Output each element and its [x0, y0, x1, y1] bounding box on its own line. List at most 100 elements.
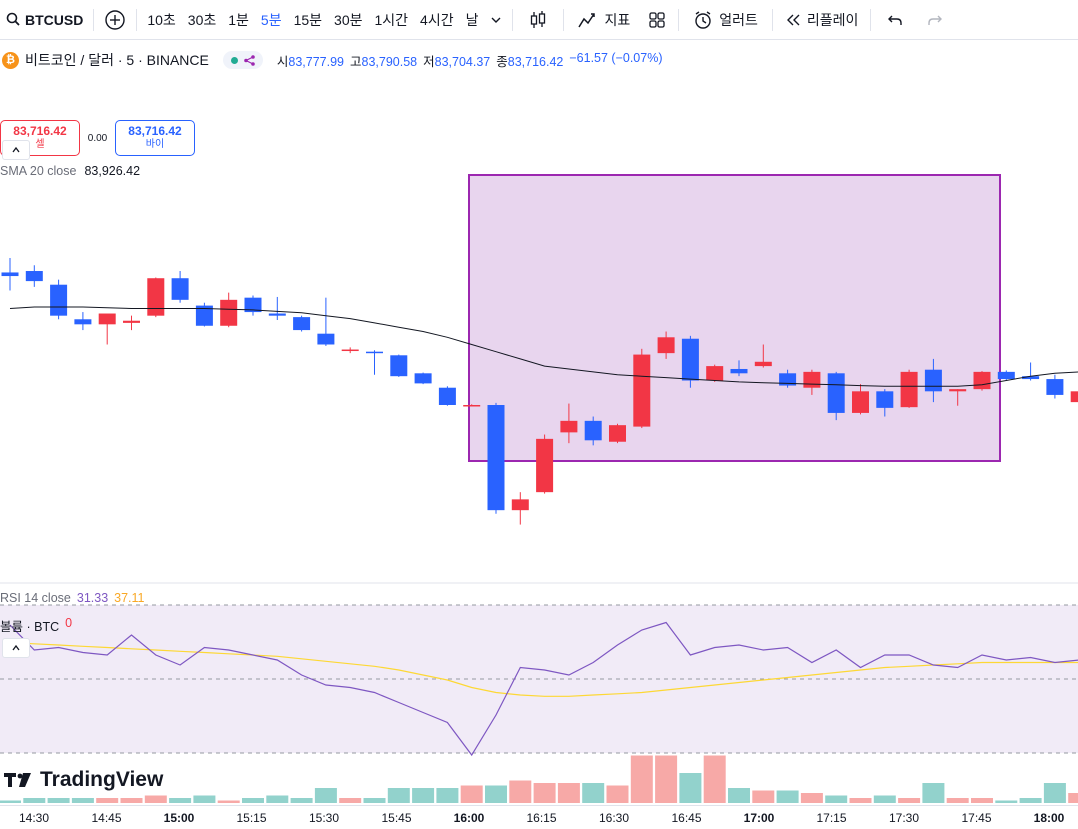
- rsi-line: [9, 621, 1078, 757]
- replay-button[interactable]: 리플레이: [777, 0, 867, 40]
- chevron-down-icon: [491, 17, 501, 23]
- redo-button[interactable]: [915, 0, 955, 40]
- interval-button[interactable]: 1시간: [374, 11, 409, 28]
- volume-bar: [96, 798, 119, 803]
- candle-body: [536, 438, 554, 493]
- volume-bar: [339, 798, 362, 803]
- volume-label: 볼륨 · BTC: [0, 620, 60, 634]
- collapse-indicators-button[interactable]: [2, 638, 30, 658]
- chart-type-button[interactable]: [517, 0, 559, 40]
- candle-body: [317, 333, 335, 345]
- interval-button[interactable]: 날: [465, 11, 479, 28]
- share-nodes-icon: [244, 54, 255, 66]
- indicators-label: 지표: [604, 11, 631, 28]
- candle-body: [220, 299, 238, 326]
- time-axis-label: 15:00: [163, 811, 195, 825]
- tradingview-logo-icon: [4, 773, 31, 787]
- volume-bar: [703, 755, 726, 803]
- alarm-clock-icon: [695, 10, 711, 29]
- indicators-chart-icon: [578, 12, 596, 27]
- volume-bar: [825, 795, 848, 803]
- time-axis-label: 16:45: [671, 811, 702, 825]
- interval-button[interactable]: 15분: [293, 11, 323, 28]
- undo-button[interactable]: [875, 0, 915, 40]
- ohlc-values: 시83,777.99 고83,790.58 저83,704.37 종83,716…: [277, 51, 663, 70]
- volume-bar: [630, 755, 653, 803]
- interval-button[interactable]: 5분: [260, 11, 282, 28]
- candle-body: [876, 391, 894, 408]
- close-label: 종: [496, 54, 508, 69]
- tradingview-logo-text: TradingView: [40, 768, 164, 791]
- rsi-legend[interactable]: RSI 14 close 31.33 37.11: [0, 591, 145, 605]
- volume-legend[interactable]: 볼륨 · BTC 0: [0, 616, 72, 635]
- time-axis-label: 15:30: [308, 811, 340, 825]
- volume-bar: [922, 783, 945, 803]
- interval-button[interactable]: 4시간: [420, 11, 454, 28]
- candle-body: [366, 351, 383, 354]
- tradingview-logo[interactable]: TradingView: [4, 768, 163, 792]
- time-axis[interactable]: 14:30 14:45 15:00 15:15 15:30 15:45 16:00 16:15…: [0, 805, 1078, 829]
- time-axis-label: 18:00: [1033, 811, 1065, 825]
- layouts-button[interactable]: [640, 0, 674, 40]
- market-status-pill[interactable]: [222, 51, 263, 69]
- volume-bar: [71, 798, 94, 803]
- alert-button[interactable]: 얼러트: [683, 0, 768, 40]
- candle-body: [487, 405, 505, 511]
- interval-button[interactable]: 30분: [334, 11, 363, 28]
- candle-body: [997, 371, 1015, 380]
- chevron-up-icon: [12, 644, 20, 651]
- volume-bar: [1019, 798, 1042, 803]
- symbol-search-button[interactable]: BTCUSD: [0, 0, 89, 40]
- toolbar-divider: [93, 8, 95, 31]
- time-axis-label: 15:15: [236, 811, 267, 825]
- open-value: 83,777.99: [288, 54, 344, 69]
- toolbar-divider: [136, 8, 138, 31]
- interval-button[interactable]: 1분: [228, 11, 249, 28]
- volume-bar: [460, 785, 483, 803]
- top-toolbar: BTCUSD 10초 30초 1분 5분 15분 30분 1시간 4시간 날 지표 얼러트 리플…: [0, 0, 1078, 40]
- collapse-legend-button[interactable]: [2, 140, 30, 160]
- volume-bar: [120, 798, 143, 803]
- rewind-icon: [786, 14, 800, 25]
- volume-bar: [606, 785, 629, 803]
- toolbar-divider: [563, 8, 565, 31]
- candlestick-icon: [531, 10, 546, 28]
- candle-body: [900, 371, 918, 408]
- volume-bar: [23, 798, 46, 803]
- symbol-title[interactable]: 비트코인 / 달러 · 5 · BINANCE: [25, 52, 209, 68]
- volume-bar: [728, 788, 750, 803]
- candle-body: [268, 313, 286, 316]
- candle-body: [463, 405, 481, 407]
- chevron-up-icon: [12, 146, 20, 153]
- rsi-ma-value: 37.11: [114, 591, 145, 605]
- volume-bar: [873, 795, 896, 803]
- toolbar-divider: [512, 8, 514, 31]
- volume-bar: [0, 800, 21, 803]
- volume-value: 0: [65, 616, 73, 630]
- toolbar-divider: [870, 8, 872, 31]
- sma-line: [9, 306, 1078, 387]
- indicators-button[interactable]: 지표: [568, 0, 640, 40]
- low-label: 저: [423, 54, 435, 69]
- grid-layout-icon: [649, 11, 665, 28]
- candle-body: [74, 319, 92, 325]
- candle-body: [827, 373, 845, 413]
- sma-legend[interactable]: SMA 20 close 83,926.42: [0, 164, 140, 178]
- buy-button[interactable]: 83,716.42 바이: [115, 120, 195, 156]
- volume-bar: [412, 788, 435, 803]
- volume-bar: [387, 788, 410, 803]
- interval-button[interactable]: 30초: [187, 11, 217, 28]
- time-axis-label: 16:15: [526, 811, 557, 825]
- time-axis-label: 15:45: [381, 811, 412, 825]
- main-pane: [0, 174, 1078, 584]
- candle-body: [390, 355, 408, 377]
- interval-dropdown-button[interactable]: [484, 0, 508, 40]
- compare-add-button[interactable]: [98, 0, 132, 40]
- candle-body: [171, 278, 189, 300]
- sell-button[interactable]: 83,716.42 셀: [0, 120, 80, 156]
- interval-button[interactable]: 10초: [147, 11, 176, 28]
- time-axis-label: 17:30: [888, 811, 920, 825]
- time-axis-label: 16:30: [598, 811, 630, 825]
